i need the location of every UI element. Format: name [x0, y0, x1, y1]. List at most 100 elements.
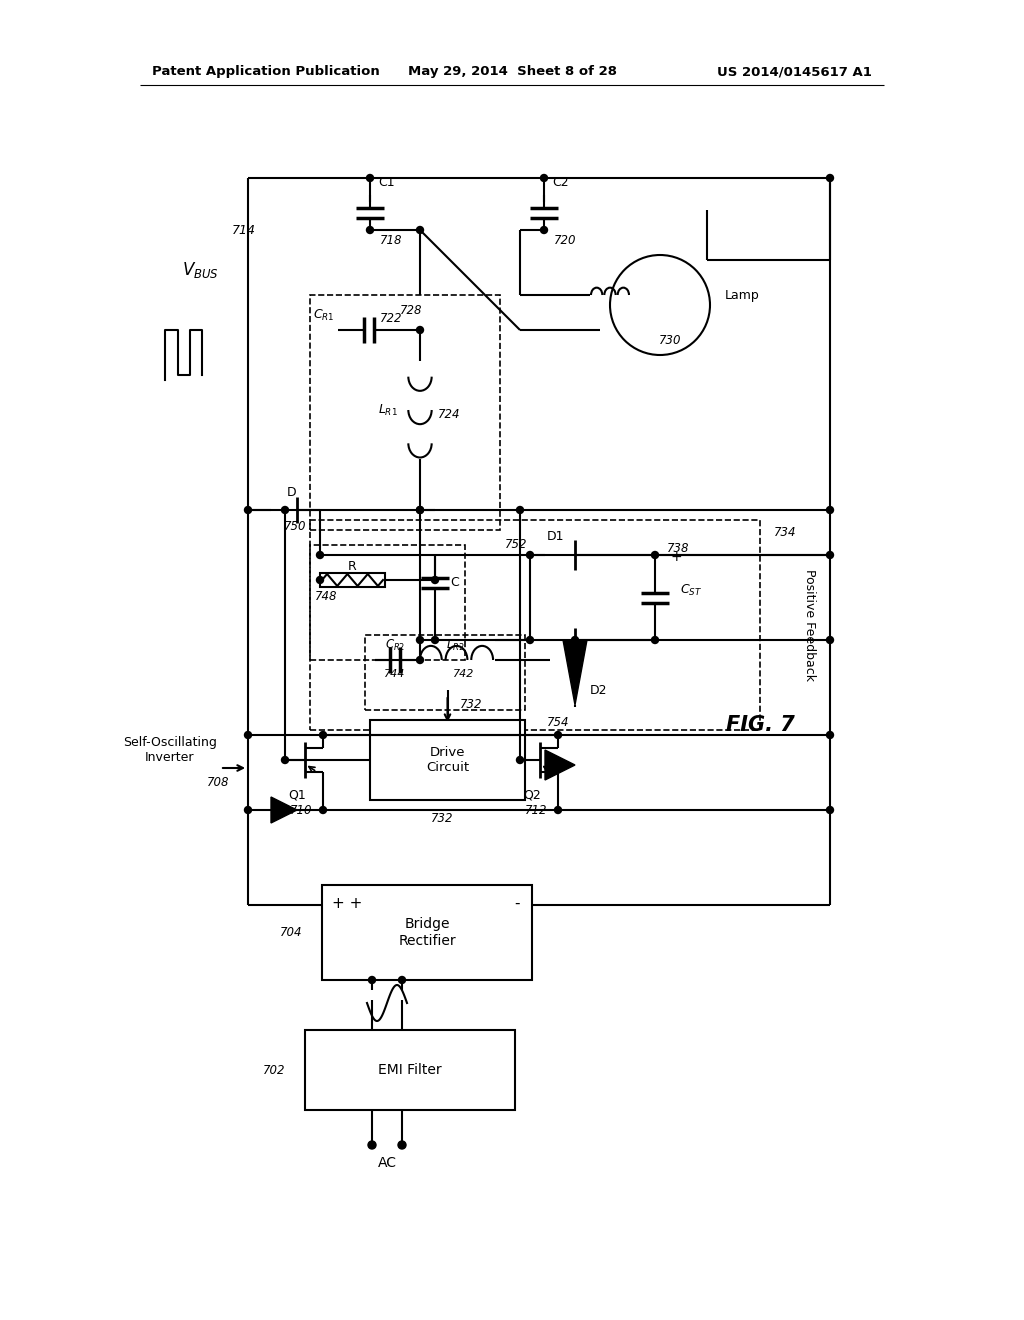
Text: Self-Oscillating
Inverter: Self-Oscillating Inverter	[123, 737, 217, 764]
Circle shape	[541, 227, 548, 234]
Text: $C_{R1}$: $C_{R1}$	[313, 308, 335, 322]
Circle shape	[651, 636, 658, 644]
Text: $V_{BUS}$: $V_{BUS}$	[181, 260, 218, 280]
Polygon shape	[563, 640, 587, 705]
Text: Drive
Circuit: Drive Circuit	[426, 746, 469, 774]
Circle shape	[398, 977, 406, 983]
Circle shape	[516, 756, 523, 763]
Text: 702: 702	[262, 1064, 285, 1077]
Circle shape	[541, 174, 548, 181]
Text: 704: 704	[280, 927, 302, 939]
Circle shape	[245, 807, 252, 813]
Text: 714: 714	[232, 223, 256, 236]
Text: + +: + +	[332, 895, 362, 911]
Circle shape	[316, 577, 324, 583]
Circle shape	[417, 507, 424, 513]
Bar	[310, 520, 760, 730]
Text: Positive Feedback: Positive Feedback	[804, 569, 816, 681]
Text: $C_{R2}$: $C_{R2}$	[385, 638, 406, 652]
Text: D2: D2	[590, 684, 607, 697]
Text: 732: 732	[460, 698, 482, 711]
Circle shape	[282, 756, 289, 763]
Text: +: +	[670, 550, 682, 564]
Text: 724: 724	[438, 408, 461, 421]
Text: 738: 738	[667, 541, 689, 554]
Circle shape	[417, 656, 424, 664]
Circle shape	[431, 636, 438, 644]
Text: 732: 732	[431, 812, 454, 825]
Text: D1: D1	[546, 529, 564, 543]
Text: AC: AC	[378, 1156, 396, 1170]
Circle shape	[417, 326, 424, 334]
Text: 722: 722	[380, 312, 402, 325]
Circle shape	[826, 174, 834, 181]
Circle shape	[417, 227, 424, 234]
Text: FIG. 7: FIG. 7	[726, 715, 795, 735]
Circle shape	[826, 731, 834, 738]
Circle shape	[826, 807, 834, 813]
Circle shape	[398, 1140, 406, 1148]
Circle shape	[282, 507, 289, 513]
Circle shape	[245, 731, 252, 738]
Bar	[322, 884, 532, 979]
Circle shape	[319, 807, 327, 813]
Circle shape	[571, 636, 579, 644]
Text: EMI Filter: EMI Filter	[378, 1063, 441, 1077]
Text: 728: 728	[400, 304, 423, 317]
Circle shape	[367, 174, 374, 181]
Circle shape	[826, 552, 834, 558]
Circle shape	[826, 636, 834, 644]
Text: Q2: Q2	[523, 788, 541, 801]
Circle shape	[245, 507, 252, 513]
Circle shape	[555, 731, 561, 738]
Bar	[305, 1030, 515, 1110]
Circle shape	[368, 1140, 376, 1148]
Circle shape	[316, 552, 324, 558]
Text: -: -	[514, 895, 520, 911]
Text: Patent Application Publication: Patent Application Publication	[152, 66, 380, 78]
Text: 712: 712	[525, 804, 548, 817]
Bar	[310, 545, 465, 660]
Circle shape	[319, 731, 327, 738]
Text: 750: 750	[284, 520, 306, 533]
Circle shape	[367, 227, 374, 234]
Circle shape	[526, 552, 534, 558]
Circle shape	[431, 577, 438, 583]
Bar	[365, 635, 525, 710]
Text: 708: 708	[207, 776, 229, 788]
Text: C1: C1	[378, 177, 394, 190]
Text: $C_{ST}$: $C_{ST}$	[680, 582, 702, 598]
Circle shape	[826, 507, 834, 513]
Circle shape	[526, 636, 534, 644]
Text: May 29, 2014  Sheet 8 of 28: May 29, 2014 Sheet 8 of 28	[408, 66, 616, 78]
Text: 744: 744	[384, 669, 406, 678]
Circle shape	[516, 507, 523, 513]
Text: 710: 710	[290, 804, 312, 817]
Text: $L_{R1}$: $L_{R1}$	[378, 403, 398, 417]
Circle shape	[555, 807, 561, 813]
Text: 730: 730	[658, 334, 681, 346]
Text: C: C	[450, 576, 459, 589]
Polygon shape	[271, 797, 297, 822]
Bar	[310, 294, 500, 531]
Circle shape	[651, 552, 658, 558]
Text: 734: 734	[774, 527, 797, 540]
Text: $L_{R2}$: $L_{R2}$	[445, 638, 464, 652]
Text: D: D	[287, 487, 297, 499]
Text: Lamp: Lamp	[725, 289, 760, 301]
Text: 718: 718	[380, 234, 402, 247]
Text: 742: 742	[453, 669, 474, 678]
Bar	[370, 719, 525, 800]
Text: Q1: Q1	[288, 788, 306, 801]
Text: 748: 748	[315, 590, 338, 603]
Polygon shape	[545, 750, 575, 780]
Circle shape	[417, 636, 424, 644]
Bar	[319, 573, 385, 587]
Circle shape	[369, 977, 376, 983]
Text: 754: 754	[547, 715, 569, 729]
Text: 720: 720	[554, 234, 577, 247]
Text: C2: C2	[552, 177, 568, 190]
Text: US 2014/0145617 A1: US 2014/0145617 A1	[717, 66, 872, 78]
Text: R: R	[347, 561, 356, 573]
Text: Bridge
Rectifier: Bridge Rectifier	[398, 917, 456, 948]
